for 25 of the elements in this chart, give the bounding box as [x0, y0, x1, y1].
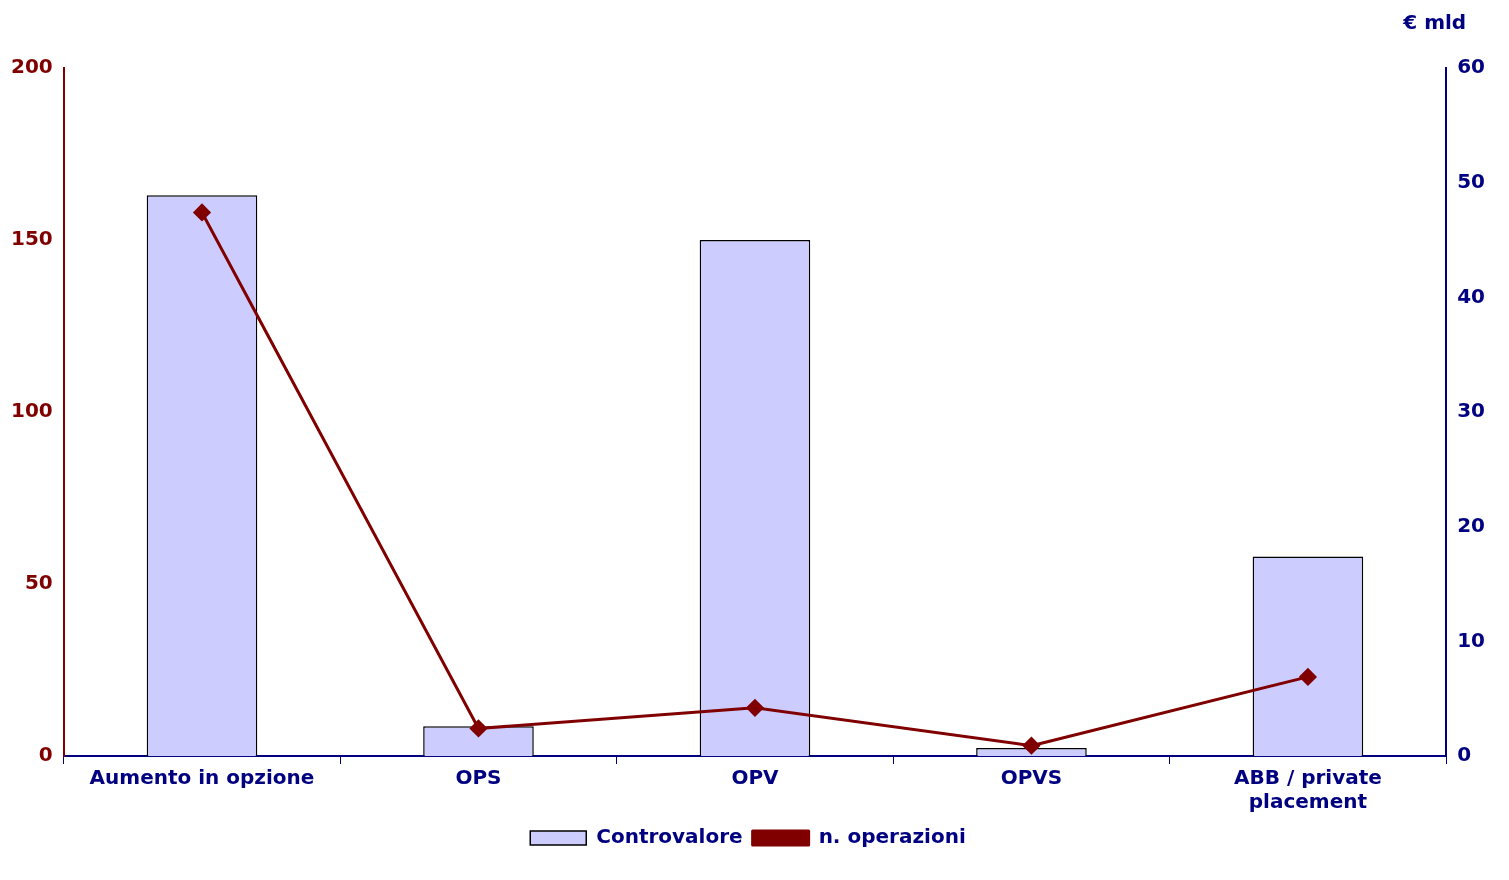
y-tick-label: 100: [11, 398, 53, 423]
y2-tick-label: 10: [1457, 627, 1486, 652]
y-tick-label: 150: [11, 226, 53, 251]
point: [1022, 737, 1040, 755]
y2-tick-label: 0: [1457, 742, 1472, 767]
x-tick-label: ABB / private placement: [1233, 765, 1382, 814]
x-tick-label: Aumento in opzione: [89, 765, 315, 790]
point: [193, 203, 211, 221]
y2-tick-label: 20: [1457, 512, 1486, 537]
y2-tick-label: 50: [1457, 168, 1486, 193]
y-tick-label: 200: [11, 54, 53, 79]
x-tick-label: OPVS: [1000, 765, 1063, 790]
y-tick-label: 0: [38, 742, 53, 767]
y-tick-label: 50: [24, 570, 53, 595]
y2-tick-label: 30: [1457, 398, 1486, 423]
y2-tick-label: 60: [1457, 54, 1486, 79]
point: [1299, 668, 1317, 686]
legend-label: n. operazioni: [818, 824, 966, 849]
y2-axis-title: € mld: [1402, 10, 1467, 35]
legend-label: Controvalore: [596, 824, 743, 849]
x-tick-label: OPS: [455, 765, 502, 790]
y2-tick-label: 40: [1457, 283, 1486, 308]
point: [746, 699, 764, 717]
point: [469, 719, 487, 737]
x-tick-label: OPV: [731, 765, 780, 790]
